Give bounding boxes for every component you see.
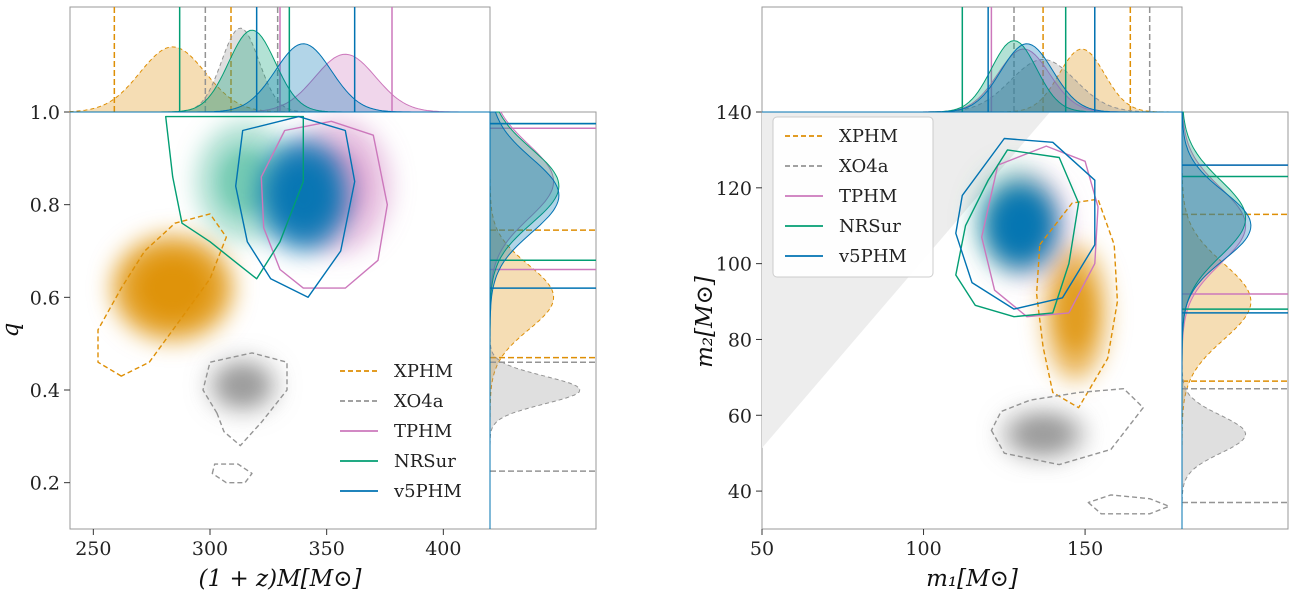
- contour-xo4a: [202, 352, 288, 447]
- density-core-xo4a: [224, 371, 262, 400]
- x-tick-label: 150: [1067, 538, 1103, 560]
- legend-label-nrsur: NRSur: [839, 216, 901, 237]
- right-right-marginal: [1181, 111, 1289, 530]
- density-core-nrsur: [218, 148, 272, 215]
- x-tick-label: 250: [75, 538, 111, 560]
- contour-xphm: [97, 213, 228, 377]
- left-top-marginal: [69, 6, 491, 113]
- y-tick-label: 80: [728, 329, 752, 351]
- y-marginal-v5phm: [489, 111, 560, 529]
- density-core-xphm: [139, 259, 206, 317]
- contour-xo4a-secondary: [1087, 494, 1170, 515]
- legend-label-v5phm: v5PHM: [393, 481, 462, 502]
- contour-tphm: [260, 120, 388, 289]
- y-tick-label: 0.2: [30, 473, 60, 495]
- y-tick-label: 1.0: [30, 102, 60, 124]
- density-core-xphm: [1058, 276, 1093, 350]
- x-marginal-v5phm: [70, 43, 490, 113]
- y-marginal-v5phm: [1181, 111, 1252, 529]
- y-tick-label: 100: [716, 254, 752, 276]
- y-tick-label: 60: [728, 405, 752, 427]
- legend-label-nrsur: NRSur: [394, 451, 456, 472]
- right-x-axis-label: m₁[M⊙]: [926, 566, 1018, 592]
- y-tick-label: 0.6: [30, 287, 60, 309]
- legend-frame: [772, 116, 934, 278]
- legend-label-xphm: XPHM: [839, 126, 898, 147]
- left-main-plot: 250 300 350 400 0.2 0.4 0.6 0.8 1.0 XPHM XO4a TPHM…: [30, 102, 491, 560]
- right-legend: XPHM XO4a TPHM NRSur v5PHM: [772, 116, 934, 278]
- contour-xo4a: [990, 388, 1144, 466]
- legend-label-xo4a: XO4a: [394, 391, 444, 412]
- left-y-axis-label: q: [0, 323, 24, 338]
- density-core-xo4a: [1020, 420, 1066, 448]
- x-tick-label: 50: [750, 538, 774, 560]
- x-tick-label: 400: [425, 538, 461, 560]
- contour-xo4a-secondary: [211, 463, 253, 484]
- contour-nrsur: [955, 149, 1080, 318]
- y-tick-label: 140: [716, 102, 752, 124]
- legend-label-tphm: TPHM: [839, 186, 897, 207]
- right-panel: 50 100 150 40 60 80 100 120 140 XPHM XO4a TPHM NRSu…: [692, 6, 1289, 592]
- right-main-plot: 50 100 150 40 60 80 100 120 140 XPHM XO4a TPHM NRSu…: [716, 102, 1183, 560]
- legend-label-xphm: XPHM: [394, 361, 453, 382]
- y-tick-label: 0.4: [30, 380, 60, 402]
- legend-label-tphm: TPHM: [394, 421, 452, 442]
- left-x-axis-label: (1 + z)M[M⊙]: [199, 566, 362, 592]
- x-tick-label: 300: [192, 538, 228, 560]
- left-right-marginal: [489, 111, 597, 530]
- contour-xphm: [1035, 198, 1119, 409]
- contour-v5phm: [234, 115, 356, 298]
- density-core-v5phm: [278, 164, 328, 226]
- left-panel: 250 300 350 400 0.2 0.4 0.6 0.8 1.0 XPHM XO4a TPHM…: [0, 6, 597, 592]
- contour-nrsur: [164, 115, 304, 280]
- x-tick-label: 350: [309, 538, 345, 560]
- legend-label-v5phm: v5PHM: [838, 246, 907, 267]
- x-marginal-v5phm: [762, 43, 1182, 113]
- y-tick-label: 0.8: [30, 195, 60, 217]
- right-y-axis-label: m₂[M⊙]: [692, 276, 718, 368]
- density-core-v5phm: [1000, 202, 1041, 250]
- legend-label-xo4a: XO4a: [839, 156, 889, 177]
- contour-v5phm: [955, 137, 1096, 310]
- right-top-marginal: [761, 6, 1183, 113]
- x-tick-label: 100: [905, 538, 941, 560]
- y-tick-label: 120: [716, 178, 752, 200]
- y-tick-label: 40: [728, 481, 752, 503]
- left-legend: XPHM XO4a TPHM NRSur v5PHM: [340, 361, 462, 502]
